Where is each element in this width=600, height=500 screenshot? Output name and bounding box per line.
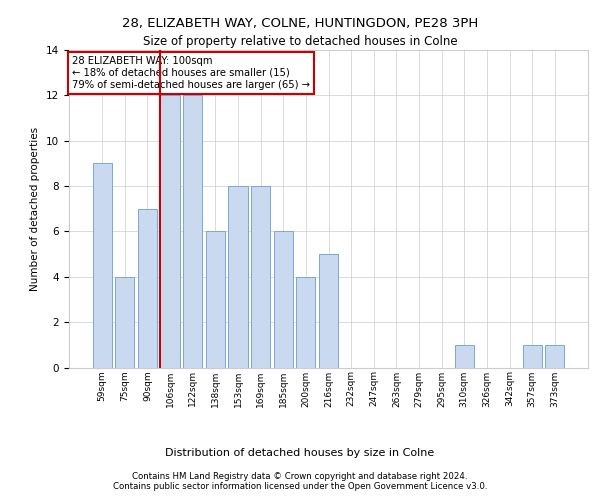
Bar xyxy=(523,345,542,368)
Bar xyxy=(274,232,293,368)
Bar xyxy=(160,96,180,368)
Bar xyxy=(229,186,248,368)
Text: 28 ELIZABETH WAY: 100sqm
← 18% of detached houses are smaller (15)
79% of semi-d: 28 ELIZABETH WAY: 100sqm ← 18% of detach… xyxy=(71,56,310,90)
Bar xyxy=(183,96,202,368)
Bar xyxy=(545,345,565,368)
Bar xyxy=(115,277,134,368)
Bar xyxy=(206,232,225,368)
Text: Contains HM Land Registry data © Crown copyright and database right 2024.: Contains HM Land Registry data © Crown c… xyxy=(132,472,468,481)
Bar xyxy=(92,164,112,368)
Text: Size of property relative to detached houses in Colne: Size of property relative to detached ho… xyxy=(143,35,457,48)
Bar xyxy=(251,186,270,368)
Bar xyxy=(138,209,157,368)
Bar xyxy=(319,254,338,368)
Text: 28, ELIZABETH WAY, COLNE, HUNTINGDON, PE28 3PH: 28, ELIZABETH WAY, COLNE, HUNTINGDON, PE… xyxy=(122,18,478,30)
Text: Contains public sector information licensed under the Open Government Licence v3: Contains public sector information licen… xyxy=(113,482,487,491)
Bar xyxy=(455,345,474,368)
Bar xyxy=(296,277,316,368)
Text: Distribution of detached houses by size in Colne: Distribution of detached houses by size … xyxy=(166,448,434,458)
Y-axis label: Number of detached properties: Number of detached properties xyxy=(31,126,40,291)
